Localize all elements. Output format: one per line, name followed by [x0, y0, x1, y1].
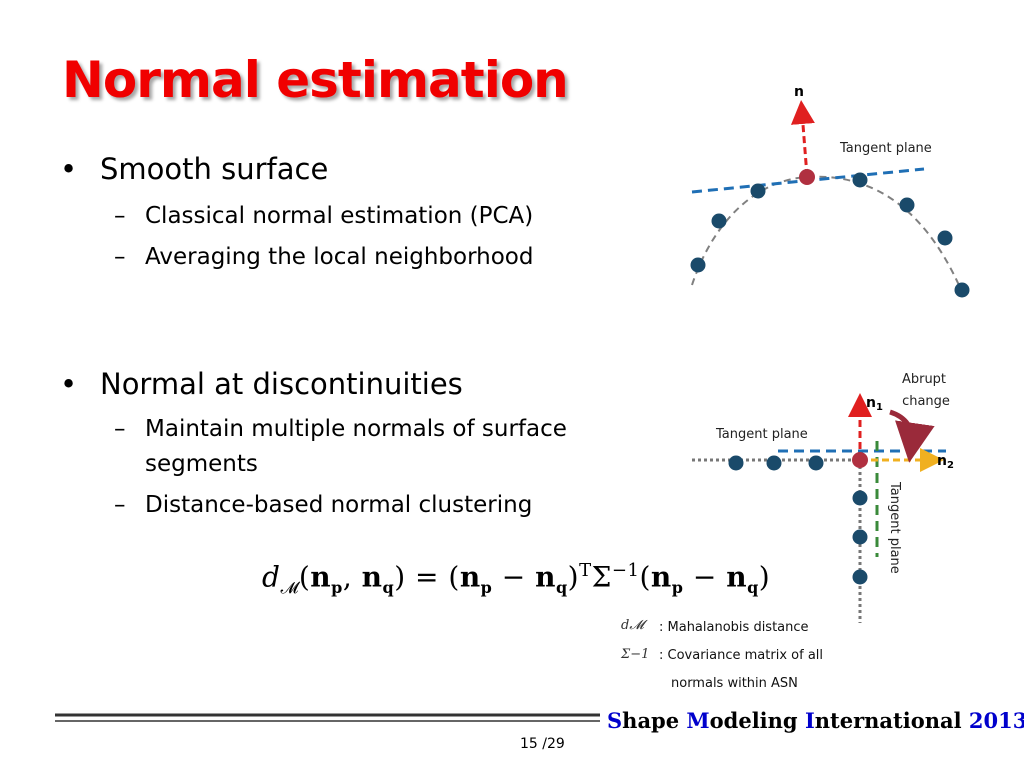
brand-nternational: nternational — [814, 708, 969, 733]
surface-point — [766, 455, 782, 471]
brand-odeling: odeling — [709, 708, 805, 733]
formula-p-sub-3: p — [671, 577, 684, 597]
surface-point — [899, 197, 915, 213]
bullet-dot: • — [60, 367, 78, 401]
formula-nq-3: n — [726, 560, 748, 594]
change-label: change — [902, 394, 950, 409]
formula-transpose: T — [579, 560, 592, 581]
n1-subscript: 1 — [876, 402, 883, 413]
discontinuity-diagram: n1 n2 Abrupt change Tangent plane Tangen… — [692, 372, 954, 623]
dm-legend-text: : Mahalanobis distance — [659, 620, 809, 635]
sub-text: Distance-based normal clustering — [145, 492, 533, 518]
bullet-text: Smooth surface — [100, 152, 329, 186]
formula-p-sub-2: p — [480, 577, 493, 597]
formula-inverse: −1 — [611, 560, 640, 581]
formula-sigma: Σ — [591, 560, 612, 594]
sub-dash: – — [114, 244, 126, 270]
sub-text: Averaging the local neighborhood — [145, 244, 534, 270]
sigma-symbol: Σ−1 — [621, 647, 650, 662]
surface-point — [728, 455, 744, 471]
sub-text: Classical normal estimation (PCA) — [145, 203, 534, 229]
formula-np: n — [310, 560, 332, 594]
center-point — [852, 452, 868, 468]
slide-title: Normal estimation — [62, 51, 569, 109]
brand-hape: hape — [622, 708, 687, 733]
surface-point — [852, 569, 868, 585]
surface-point — [852, 490, 868, 506]
formula-d: d — [262, 560, 281, 594]
formula-p-sub: p — [331, 577, 343, 597]
n2-subscript: 2 — [947, 460, 954, 471]
surface-point — [808, 455, 824, 471]
bullet-dot: • — [60, 152, 78, 186]
brand-i: I — [804, 708, 815, 733]
formula-np-2: n — [459, 560, 481, 594]
sigma-legend-text-2: normals within ASN — [671, 676, 798, 691]
abrupt-change-arrow — [889, 409, 935, 463]
footer-brand: Shape Modeling International 2013 — [607, 708, 1024, 733]
mahalanobis-formula: d𝓜(np, nq) = (np − nq)TΣ−1(np − nq) — [262, 560, 771, 597]
formula-q-sub-2: q — [555, 577, 568, 597]
surface-curve — [691, 175, 963, 293]
smooth-surface-diagram: n Tangent plane — [690, 84, 970, 298]
n2-letter: n — [937, 453, 947, 469]
surface-point — [690, 257, 706, 273]
sub-dash: – — [114, 416, 126, 442]
n1-label: n1 — [866, 395, 883, 413]
surface-point — [750, 183, 766, 199]
surface-point — [852, 172, 868, 188]
sub-text: segments — [145, 451, 258, 477]
sub-dash: – — [114, 203, 126, 229]
formula-np-3: n — [650, 560, 672, 594]
tangent-plane-label: Tangent plane — [839, 141, 932, 156]
bullet-text: Normal at discontinuities — [100, 367, 463, 401]
n2-label: n2 — [937, 453, 954, 471]
n1-letter: n — [866, 395, 876, 411]
vertical-tangent-label: Tangent plane — [887, 481, 902, 574]
sub-text: Maintain multiple normals of surface — [145, 416, 567, 442]
formula-q-sub-3: q — [747, 577, 759, 597]
abrupt-label: Abrupt — [902, 372, 946, 387]
horizontal-tangent-label: Tangent plane — [715, 427, 808, 442]
surface-point — [937, 230, 953, 246]
dm-symbol: d𝓜 — [621, 618, 644, 633]
sub-dash: – — [114, 492, 126, 518]
normal-vector — [790, 100, 815, 177]
surface-point — [711, 213, 727, 229]
formula-m-sub: 𝓜 — [280, 577, 299, 597]
center-point — [799, 169, 815, 185]
brand-m: M — [686, 708, 710, 733]
formula-nq-2: n — [535, 560, 556, 594]
surface-point — [954, 282, 970, 298]
footer-rule — [55, 713, 600, 722]
formula-nq: n — [361, 560, 383, 594]
surface-point — [852, 529, 868, 545]
brand-year: 2013 — [968, 708, 1024, 733]
brand-s: S — [607, 708, 623, 733]
page-number: 15 /29 — [520, 736, 565, 752]
normal-label: n — [794, 84, 804, 100]
sigma-legend-text: : Covariance matrix of all — [659, 648, 824, 663]
formula-q-sub: q — [382, 577, 395, 597]
